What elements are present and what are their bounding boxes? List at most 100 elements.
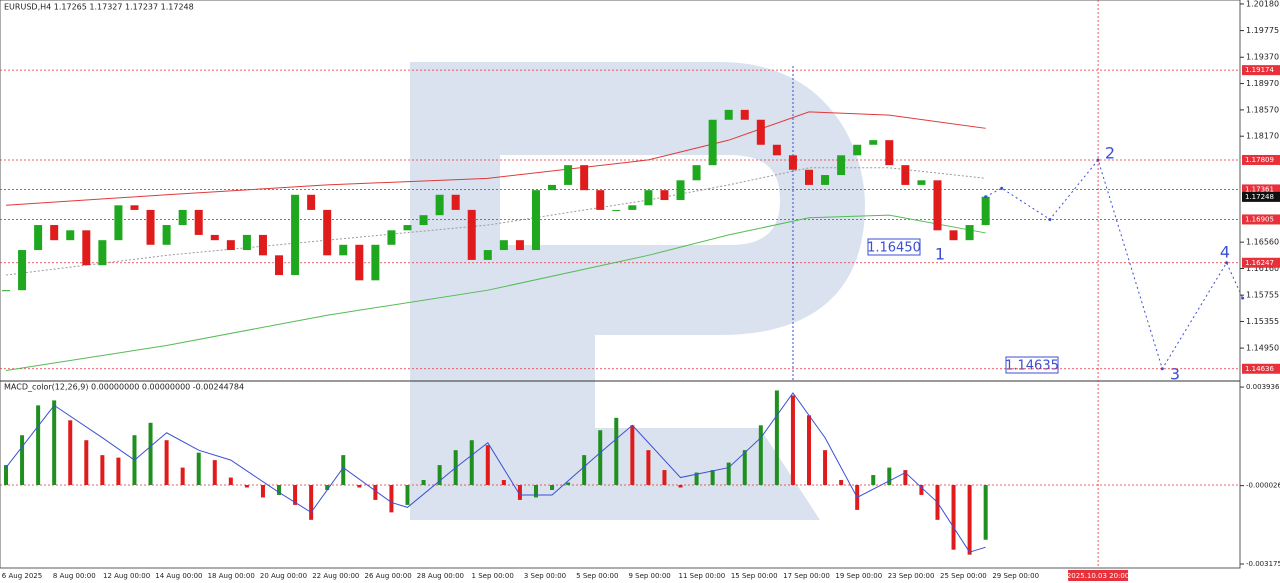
- candle: [467, 209, 476, 260]
- candle: [307, 194, 316, 210]
- macd-bar: [550, 484, 555, 490]
- macd-bar: [678, 484, 683, 488]
- x-tick-label: 5 Sep 00:00: [576, 572, 618, 580]
- level-tag: [1242, 65, 1280, 76]
- level-tag: [1242, 363, 1280, 374]
- macd-bar: [485, 445, 490, 485]
- candle: [130, 205, 139, 210]
- macd-bar: [164, 440, 169, 485]
- candle: [387, 230, 396, 245]
- macd-bar: [967, 484, 972, 555]
- macd-bar: [4, 465, 8, 485]
- macd-bar: [726, 462, 731, 485]
- candle: [50, 225, 59, 241]
- candle: [644, 190, 653, 206]
- forecast-point: [1048, 217, 1052, 221]
- macd-bar: [373, 484, 378, 500]
- candle: [805, 169, 813, 185]
- level-tag: [1242, 214, 1280, 225]
- y-tick-label: 1.20180: [1246, 0, 1279, 8]
- macd-bar: [807, 415, 811, 485]
- macd-bar: [357, 484, 362, 488]
- candle: [114, 205, 123, 241]
- macd-bar: [309, 484, 314, 520]
- y-tick-label: 1.15755: [1246, 291, 1279, 300]
- macd-bar: [582, 455, 587, 485]
- x-tick-label: 17 Sep 00:00: [783, 572, 830, 580]
- macd-bar: [887, 467, 892, 485]
- macd-bar: [437, 465, 442, 485]
- candle: [580, 165, 589, 191]
- macd-bar: [903, 470, 908, 485]
- candle: [451, 194, 460, 210]
- macd-bar: [871, 475, 876, 485]
- macd-bar: [839, 480, 844, 485]
- candle: [291, 194, 300, 276]
- candle: [756, 119, 765, 145]
- candle: [435, 194, 444, 216]
- price-label: 1.17248: [1245, 193, 1274, 201]
- macd-title: MACD_color(12,26,9) 0.00000000 0.0000000…: [4, 383, 244, 392]
- wave-label: 4: [1220, 243, 1230, 262]
- candle: [146, 209, 155, 245]
- candle: [628, 205, 637, 210]
- macd-bar: [116, 457, 121, 485]
- candle: [853, 144, 862, 156]
- macd-bar: [389, 484, 394, 513]
- level-label: 1.14636: [1245, 365, 1274, 373]
- x-tick-label: 20 Aug 00:00: [260, 572, 307, 580]
- candle: [949, 230, 958, 241]
- level-tag: [1242, 257, 1280, 268]
- level-label: 1.16905: [1245, 215, 1274, 223]
- y-tick-label: 1.16560: [1246, 238, 1279, 247]
- level-tag: [1242, 184, 1280, 195]
- candle: [98, 240, 107, 266]
- level-label: 1.17809: [1245, 156, 1274, 164]
- macd-bar: [614, 417, 619, 485]
- macd-bar: [84, 440, 89, 485]
- annotation: 1.16450: [867, 241, 921, 256]
- forecast-point: [1000, 186, 1004, 190]
- candle: [178, 209, 187, 226]
- x-tick-label: 28 Aug 00:00: [417, 572, 464, 580]
- candle: [885, 140, 894, 166]
- candle: [162, 225, 171, 245]
- annotation-box: [867, 238, 921, 256]
- macd-bar: [68, 420, 73, 485]
- candle: [419, 215, 428, 226]
- candle: [564, 165, 573, 185]
- macd-bar: [533, 484, 538, 498]
- candle: [403, 225, 412, 231]
- time-label: 2025.10.03 20:00: [1067, 572, 1129, 580]
- candle: [612, 209, 621, 211]
- candle: [724, 109, 733, 120]
- macd-bar: [52, 400, 57, 485]
- candle: [821, 175, 830, 185]
- macd-bar: [421, 480, 426, 485]
- forecast-point: [984, 195, 988, 199]
- macd-bar: [469, 440, 474, 485]
- chart-title: EURUSD,H4 1.17265 1.17327 1.17237 1.1724…: [4, 3, 194, 12]
- forecast: [985, 158, 1244, 370]
- candle: [371, 244, 380, 281]
- y-tick-label: 1.15355: [1246, 317, 1279, 326]
- wave-label: 1: [935, 245, 945, 264]
- y-tick-label: 1.19775: [1246, 26, 1279, 35]
- price-tag: [1242, 191, 1280, 202]
- macd-bar: [325, 484, 330, 490]
- candle: [772, 144, 781, 156]
- x-tick-label: 3 Sep 00:00: [524, 572, 566, 580]
- x-tick-label: 19 Sep 00:00: [835, 572, 882, 580]
- candle: [869, 140, 878, 145]
- candle: [483, 250, 492, 260]
- candle: [18, 250, 27, 291]
- candle: [323, 209, 332, 256]
- candle: [82, 230, 91, 266]
- plot-frame: [0, 0, 1241, 569]
- candle: [788, 155, 797, 170]
- y-tick-label: 1.18170: [1246, 132, 1279, 141]
- candle: [531, 190, 540, 251]
- x-tick-label: 12 Aug 00:00: [103, 572, 150, 580]
- macd-bar: [598, 430, 603, 485]
